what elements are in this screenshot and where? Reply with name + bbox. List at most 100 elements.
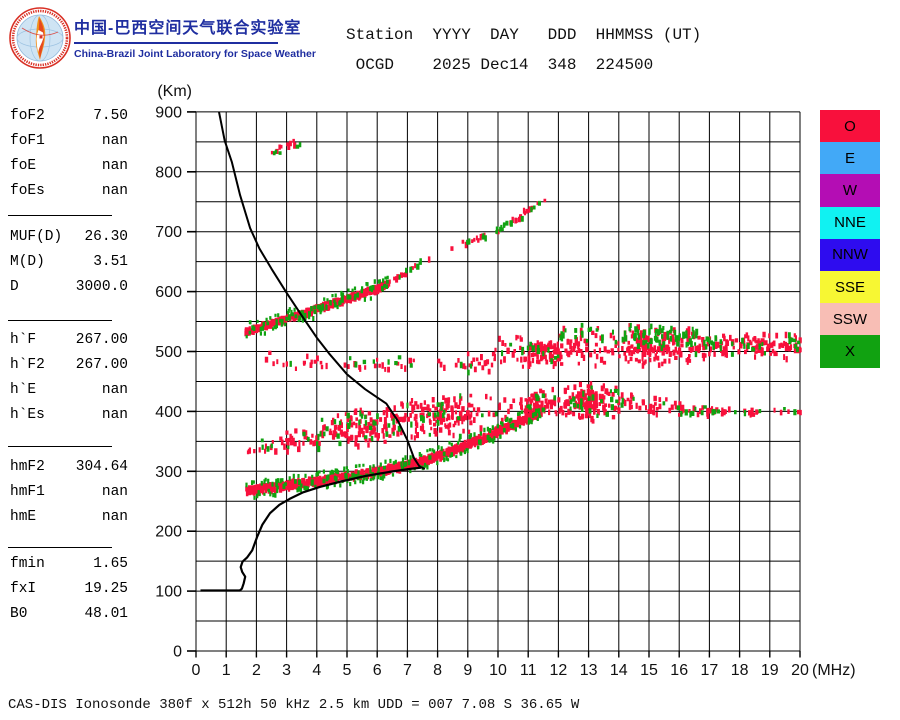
x-tick-label: 1	[222, 662, 231, 679]
param-value: nan	[101, 183, 128, 199]
param-value: 304.64	[75, 459, 128, 475]
legend-item-O: O	[820, 110, 880, 143]
legend-label: X	[844, 342, 855, 360]
y-tick-label: 300	[155, 464, 182, 481]
lab-title-block: 中国-巴西空间天气联合实验室 China-Brazil Joint Labora…	[74, 14, 316, 60]
logo-ring-text	[11, 9, 69, 67]
param-value: 3.51	[93, 254, 128, 270]
param-value: 48.01	[84, 606, 128, 622]
x-tick-label: 16	[670, 662, 688, 679]
lab-logo	[9, 7, 71, 69]
legend-label: W	[842, 181, 858, 199]
param-separator	[8, 547, 112, 548]
param-row-h`F2: h`F2 267.00	[10, 357, 128, 373]
param-value: nan	[101, 484, 128, 500]
legend-label: E	[844, 149, 855, 167]
station-header-line2: OCGD 2025 Dec14 348 224500	[346, 56, 654, 74]
param-label: hmE	[10, 509, 37, 525]
y-tick-label: 800	[155, 164, 182, 181]
y-tick-label: 700	[155, 224, 182, 241]
x-tick-label: 9	[463, 662, 472, 679]
x-tick-label: 2	[252, 662, 261, 679]
x-tick-label: 0	[192, 662, 201, 679]
o-mode-echoes	[244, 138, 802, 497]
legend-label: NNE	[834, 214, 866, 232]
x-tick-label: 6	[373, 662, 382, 679]
param-value: 7.50	[93, 108, 128, 124]
param-row-hmF2: hmF2 304.64	[10, 459, 128, 475]
true-height-profile-curve	[200, 466, 422, 592]
param-label: h`F	[10, 332, 37, 348]
y-tick-label: 600	[155, 284, 182, 301]
param-row-D: D 3000.0	[10, 279, 128, 295]
param-row-h`F: h`F 267.00	[10, 332, 128, 348]
legend-item-E: E	[820, 142, 880, 175]
x-tick-label: 3	[282, 662, 291, 679]
station-header: Station YYYY DAY DDD HHMMSS (UT) OCGD 20…	[346, 20, 701, 80]
lab-title-cn: 中国-巴西空间天气联合实验室	[74, 20, 302, 37]
param-value: 3000.0	[75, 279, 128, 295]
param-row-MUF(D): MUF(D) 26.30	[10, 229, 128, 245]
param-separator	[8, 215, 112, 216]
param-value: 1.65	[93, 556, 128, 572]
x-tick-label: 8	[433, 662, 442, 679]
x-mode-echoes	[245, 142, 801, 500]
param-separator	[8, 446, 112, 447]
param-row-M(D): M(D) 3.51	[10, 254, 128, 270]
param-value: nan	[101, 509, 128, 525]
param-row-foF1: foF1 nan	[10, 133, 128, 149]
param-label: B0	[10, 606, 28, 622]
legend-item-NNW: NNW	[820, 238, 880, 271]
param-label: fxI	[10, 581, 37, 597]
legend-item-X: X	[820, 335, 880, 368]
param-label: MUF(D)	[10, 229, 63, 245]
param-row-h`E: h`E nan	[10, 382, 128, 398]
y-axis-unit: (Km)	[157, 83, 192, 100]
param-label: foF2	[10, 108, 45, 124]
y-tick-label: 500	[155, 344, 182, 361]
x-axis-unit: (MHz)	[812, 662, 856, 679]
lab-title-rule	[74, 42, 278, 44]
x-tick-label: 19	[761, 662, 779, 679]
param-row-foE: foE nan	[10, 158, 128, 174]
x-tick-label: 13	[580, 662, 598, 679]
x-tick-label: 14	[610, 662, 628, 679]
x-tick-label: 11	[520, 662, 537, 679]
x-tick-label: 20	[791, 662, 809, 679]
x-tick-label: 5	[343, 662, 352, 679]
legend-label: O	[844, 117, 856, 135]
param-separator	[8, 320, 112, 321]
param-label: hmF1	[10, 484, 45, 500]
param-row-hmE: hmE nan	[10, 509, 128, 525]
param-row-fxI: fxI 19.25	[10, 581, 128, 597]
y-tick-label: 200	[155, 524, 182, 541]
logo-center-marker	[39, 35, 43, 39]
y-tick-label: 900	[155, 104, 182, 121]
param-row-hmF1: hmF1 nan	[10, 484, 128, 500]
param-value: nan	[101, 407, 128, 423]
param-value: nan	[101, 382, 128, 398]
param-value: 26.30	[84, 229, 128, 245]
param-label: h`E	[10, 382, 37, 398]
param-label: M(D)	[10, 254, 45, 270]
y-tick-label: 400	[155, 404, 182, 421]
legend-item-SSE: SSE	[820, 270, 880, 304]
param-label: D	[10, 279, 19, 295]
x-tick-label: 18	[731, 662, 749, 679]
param-row-B0: B0 48.01	[10, 606, 128, 622]
y-tick-label: 0	[173, 644, 182, 661]
param-label: foF1	[10, 133, 45, 149]
station-header-line1: Station YYYY DAY DDD HHMMSS (UT)	[346, 26, 702, 44]
legend-item-W: W	[820, 174, 880, 207]
param-value: 267.00	[75, 332, 128, 348]
param-value: 267.00	[75, 357, 128, 373]
x-tick-label: 15	[640, 662, 658, 679]
legend-item-SSW: SSW	[820, 303, 880, 336]
legend-label: NNW	[832, 246, 868, 264]
param-label: hmF2	[10, 459, 45, 475]
plot-grid	[187, 111, 801, 658]
lab-title-en: China-Brazil Joint Laboratory for Space …	[74, 48, 316, 60]
param-value: nan	[101, 133, 128, 149]
